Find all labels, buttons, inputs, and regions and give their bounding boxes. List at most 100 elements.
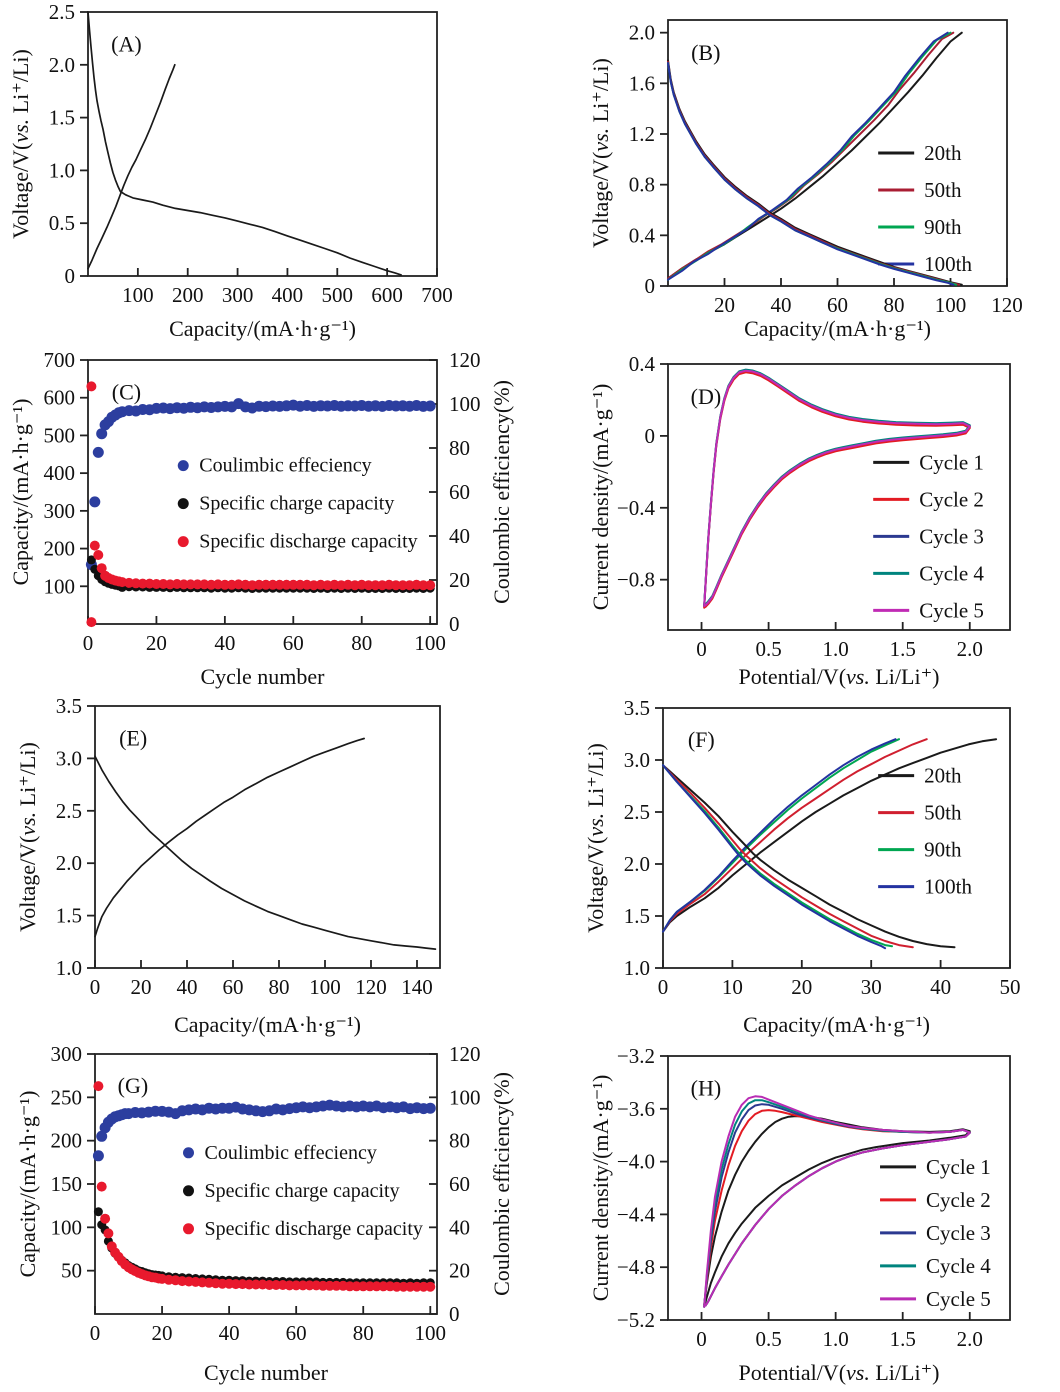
x-tick-label: 0	[696, 1327, 707, 1351]
x-tick-label: 60	[286, 1321, 307, 1345]
x-tick-label: 40	[219, 1321, 240, 1345]
x-tick-label: 60	[283, 631, 304, 655]
right-axis-title: Coulombic efficiency(%)	[489, 380, 514, 604]
right-tick-label: 60	[449, 1172, 470, 1196]
series-cycle-5	[703, 1095, 971, 1308]
legend-label: Coulimbic effeciency	[199, 455, 371, 477]
legend-label: 100th	[924, 875, 972, 899]
right-tick-label: 0	[449, 1302, 460, 1326]
panel-letter: (G)	[118, 1073, 149, 1098]
legend-marker-dot	[183, 1147, 194, 1159]
right-tick-label: 100	[449, 1085, 481, 1109]
x-axis-title: Cycle number	[204, 1360, 329, 1385]
right-tick-label: 0	[449, 612, 460, 636]
y-axis-title: Voltage/V(vs. Li⁺/Li)	[588, 58, 613, 248]
right-tick-label: 120	[449, 1044, 481, 1066]
x-tick-label: 40	[214, 631, 235, 655]
y-tick-label: 2.0	[56, 851, 82, 875]
panel-G-plot: 0 20 40 60 80 100 50 100 150 200 250 300 0 20 40 60 80 10…	[15, 1044, 514, 1385]
series-charge-1st	[94, 737, 365, 938]
y-tick-label: 500	[44, 423, 76, 447]
point-specific-discharge-capacity	[86, 617, 97, 628]
y-tick-label: 0.5	[49, 211, 75, 235]
legend-label: Cycle 4	[919, 561, 984, 585]
series-charge-20th	[662, 738, 998, 933]
legend-label: Cycle 3	[926, 1221, 991, 1245]
x-tick-label: 1.5	[890, 1327, 916, 1351]
right-tick-label: 40	[449, 1215, 470, 1239]
y-axis-title: Voltage/V(vs. Li⁺/Li)	[583, 743, 608, 933]
y-tick-label: 300	[44, 499, 76, 523]
x-tick-label: 50	[1000, 975, 1021, 999]
panel-letter: (F)	[688, 727, 715, 752]
series-charge-100th	[667, 31, 949, 281]
point-specific-discharge-capacity	[93, 550, 104, 560]
right-tick-label: 80	[449, 1129, 470, 1153]
x-tick-label: 2.0	[957, 637, 983, 661]
y-tick-label: 250	[51, 1085, 83, 1109]
x-tick-label: 140	[401, 975, 433, 999]
series-charge-90th	[667, 31, 952, 281]
x-tick-label: 20	[131, 975, 152, 999]
y-tick-label: −0.8	[617, 568, 655, 592]
x-tick-label: 80	[353, 1321, 374, 1345]
point-coulombic-efficiency	[92, 1150, 104, 1162]
point-specific-discharge-capacity	[390, 580, 401, 591]
y-tick-label: 100	[51, 1215, 83, 1239]
y-tick-label: −0.4	[617, 496, 656, 520]
x-tick-label: 40	[177, 975, 198, 999]
y-tick-label: 0	[65, 264, 76, 288]
legend-label: 20th	[924, 764, 962, 788]
x-tick-label: 100	[309, 975, 341, 999]
y-tick-label: 3.5	[56, 696, 82, 718]
right-tick-label: 40	[449, 524, 470, 548]
x-tick-label: 60	[827, 293, 848, 317]
x-tick-label: 200	[172, 283, 204, 307]
x-tick-label: 500	[322, 283, 354, 307]
y-axis-title: Capacity/(mA·h·g⁻¹)	[8, 399, 33, 586]
x-tick-label: 700	[421, 283, 453, 307]
series-discharge-20th	[662, 764, 956, 949]
panel-C-plot: 0 20 40 60 80 100 100 200 300 400 500 600 700 0 20 40 60…	[8, 348, 514, 689]
legend-label: Cycle 1	[919, 450, 984, 474]
panel-letter: (B)	[691, 40, 720, 65]
panel-letter: (A)	[111, 32, 142, 57]
series-charge-1st	[87, 63, 176, 270]
y-axis-title: Capacity/(mA·h·g⁻¹)	[15, 1091, 40, 1278]
plot-frame	[87, 11, 438, 277]
y-axis-title: Current density/(mA·g⁻¹)	[588, 1075, 613, 1302]
point-coulombic-efficiency	[96, 428, 108, 440]
point-specific-discharge-capacity	[89, 540, 100, 551]
y-tick-label: 2.5	[624, 800, 650, 824]
point-coulombic-efficiency	[96, 1130, 108, 1142]
x-tick-label: 20	[714, 293, 735, 317]
panel-B-plot: 20 40 60 80 100 120 0 0.4 0.8 1.2 1.6 2.0 Capacity/(…	[588, 19, 1023, 341]
y-tick-label: 2.0	[629, 21, 655, 45]
y-tick-label: 1.0	[624, 956, 650, 980]
y-axis-title: Voltage/V(vs. Li⁺/Li)	[15, 742, 40, 932]
x-tick-label: 0.5	[755, 1327, 781, 1351]
point-specific-discharge-capacity	[103, 1228, 114, 1239]
x-tick-label: 1.5	[890, 637, 916, 661]
x-tick-label: 0	[90, 975, 101, 999]
point-specific-discharge-capacity	[96, 563, 107, 574]
point-coulombic-efficiency	[89, 496, 101, 508]
point-specific-charge-capacity	[86, 555, 96, 565]
panel-F: 0 10 20 30 40 50 1.0 1.5 2.0 2.5 3.0 3.5 Capacity/(m…	[530, 696, 1060, 1044]
series-cycle-5	[703, 369, 971, 608]
x-axis-title: Capacity/(mA·h·g⁻¹)	[169, 316, 356, 341]
legend-label: Cycle 2	[919, 487, 984, 511]
right-tick-label: 100	[449, 392, 481, 416]
x-tick-label: 80	[351, 631, 372, 655]
y-tick-label: 200	[44, 537, 76, 561]
y-tick-label: 200	[51, 1129, 83, 1153]
plot-frame	[94, 705, 441, 969]
legend-marker-dot	[177, 536, 189, 548]
y-tick-label: 0.8	[629, 173, 655, 197]
y-tick-label: 3.5	[624, 696, 650, 720]
legend-label: Cycle 4	[926, 1254, 991, 1278]
x-tick-label: 20	[146, 631, 167, 655]
x-tick-label: 10	[722, 975, 743, 999]
point-coulombic-efficiency	[424, 400, 436, 412]
y-tick-label: 150	[51, 1172, 83, 1196]
